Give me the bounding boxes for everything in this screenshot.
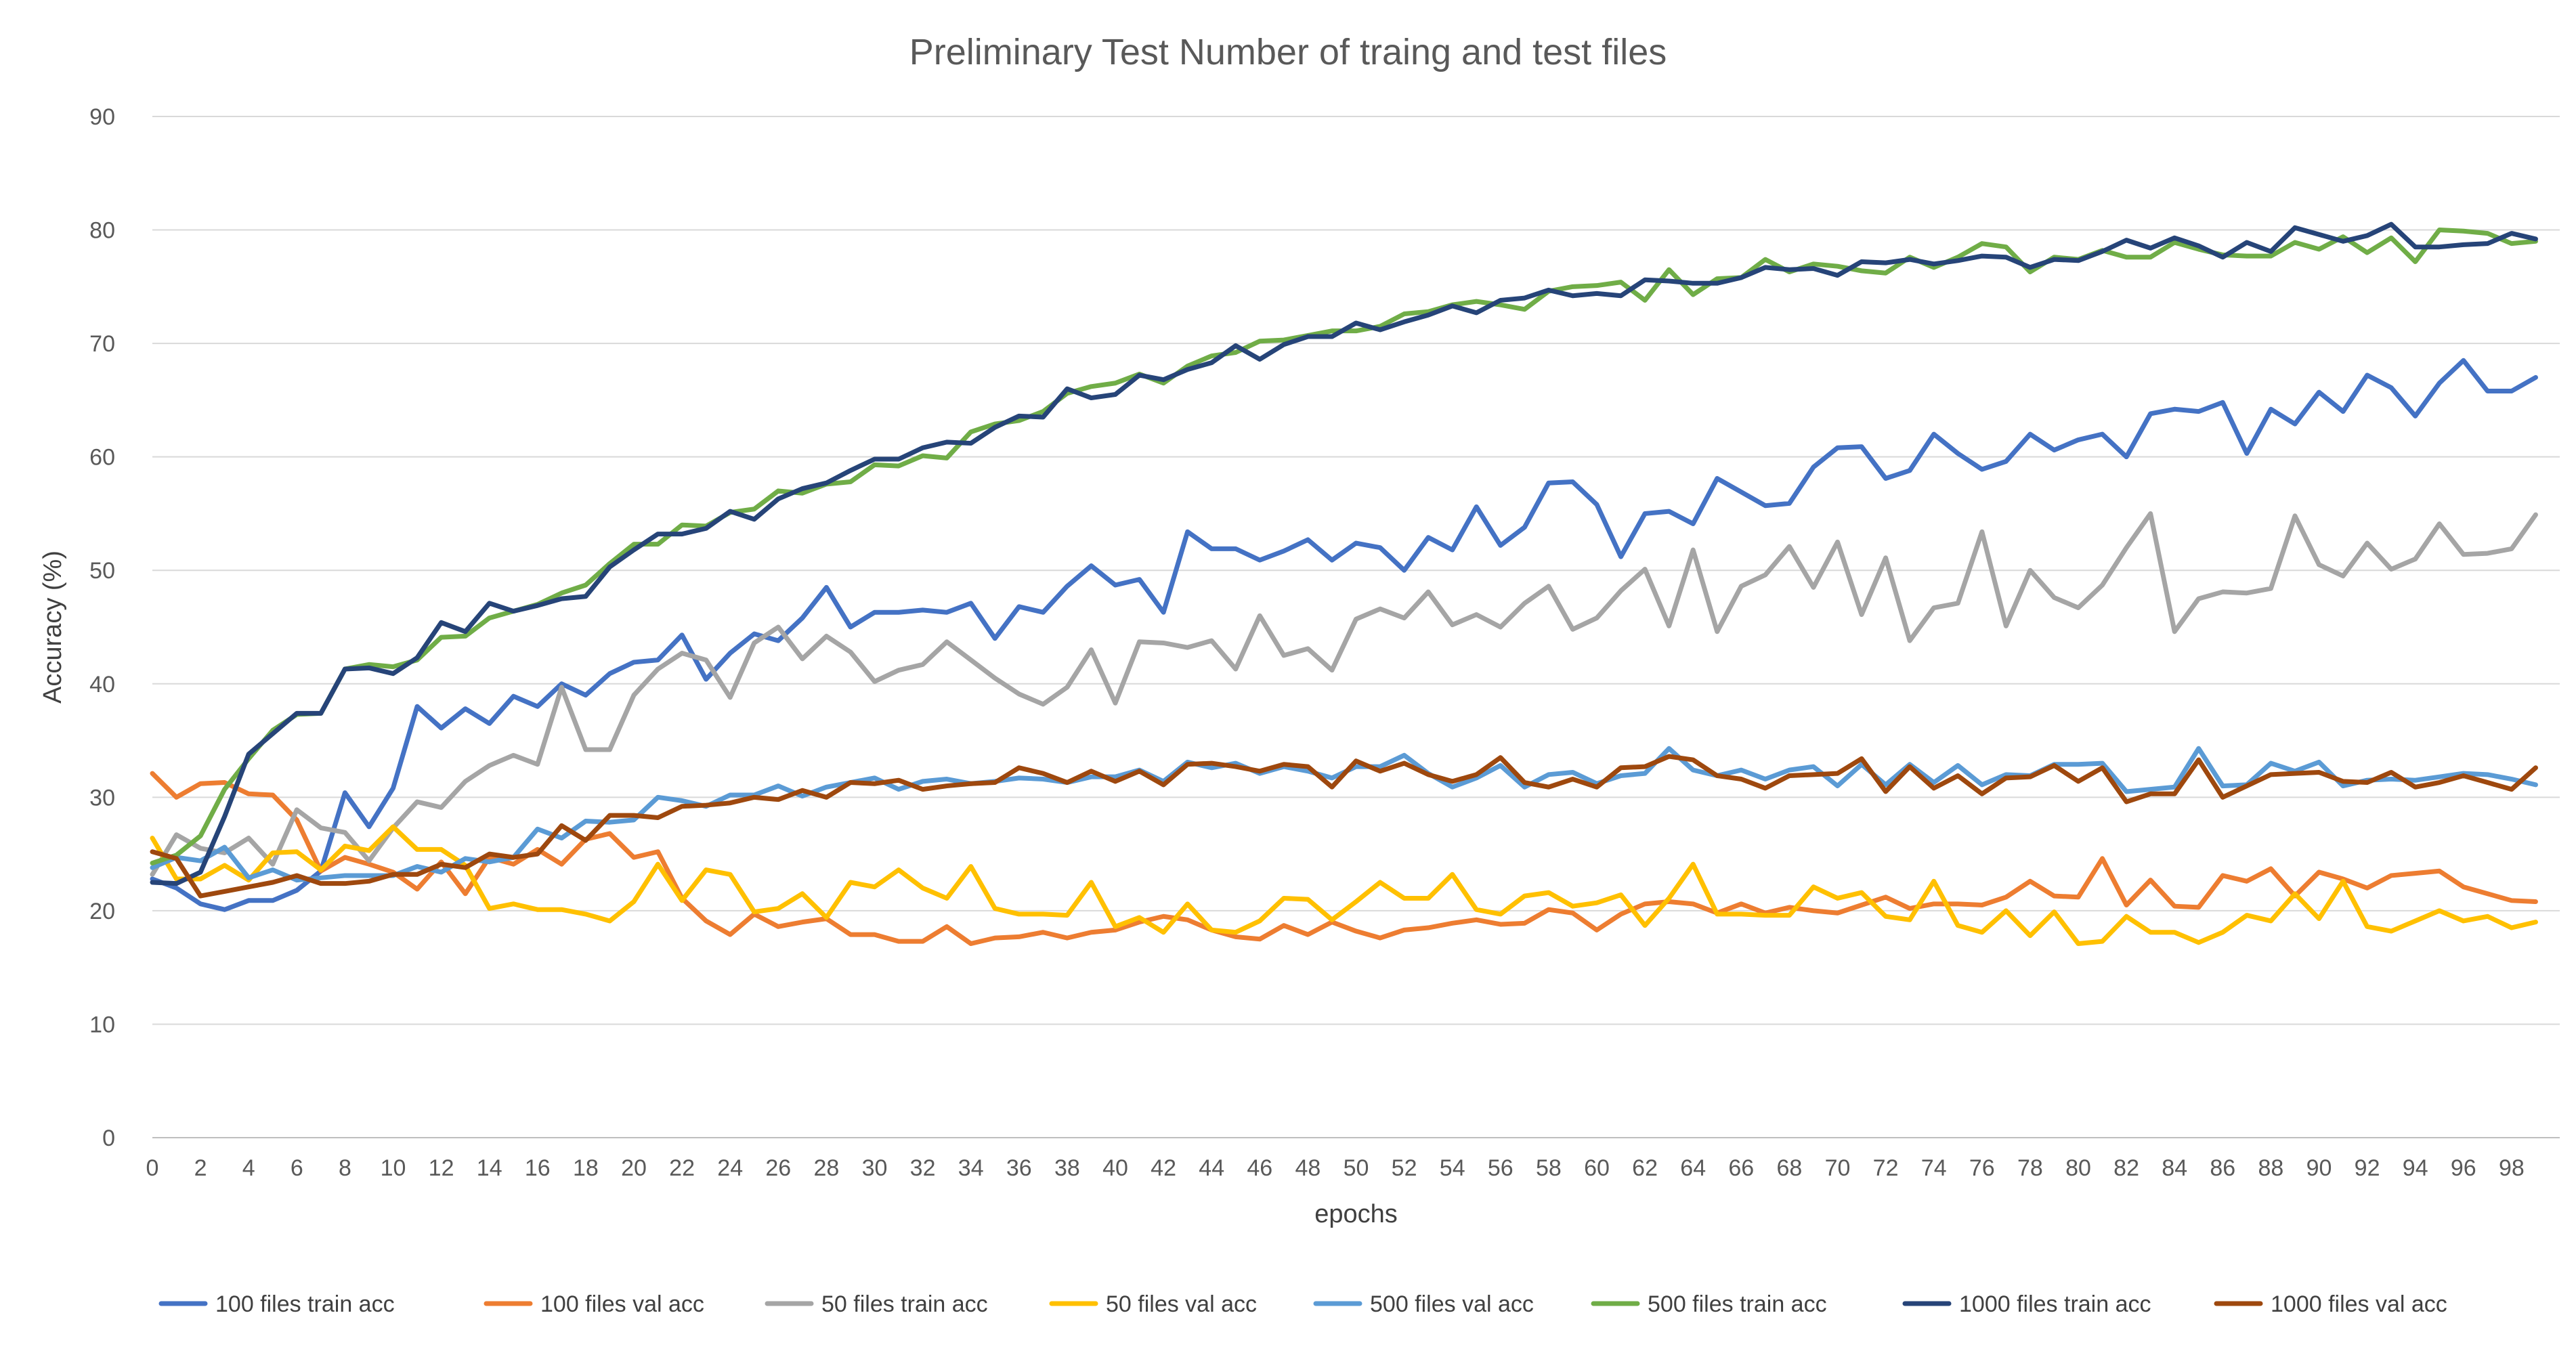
x-tick-label: 0 <box>146 1155 159 1181</box>
x-tick-label: 28 <box>813 1155 839 1181</box>
legend-label-7: 1000 files val acc <box>2271 1291 2447 1317</box>
x-tick-label: 66 <box>1728 1155 1754 1181</box>
x-tick-label: 96 <box>2451 1155 2476 1181</box>
x-tick-label: 74 <box>1921 1155 1947 1181</box>
x-tick-label: 8 <box>339 1155 351 1181</box>
x-tick-label: 68 <box>1776 1155 1802 1181</box>
x-tick-label: 26 <box>765 1155 791 1181</box>
x-tick-label: 32 <box>910 1155 936 1181</box>
x-tick-label: 76 <box>1969 1155 1995 1181</box>
x-tick-label: 80 <box>2065 1155 2091 1181</box>
x-axis-ticks: 0 2 4 6 8 10 12 14 16 18 20 22 24 26 28 30 32 34 36 38 40 42 4… <box>146 1155 2525 1181</box>
x-tick-label: 4 <box>242 1155 255 1181</box>
x-tick-label: 18 <box>573 1155 599 1181</box>
x-tick-label: 72 <box>1873 1155 1899 1181</box>
chart-title: Preliminary Test Number of traing and te… <box>909 32 1667 72</box>
x-tick-label: 30 <box>862 1155 888 1181</box>
x-tick-label: 22 <box>669 1155 695 1181</box>
x-tick-label: 38 <box>1054 1155 1080 1181</box>
y-tick-label: 0 <box>102 1125 115 1151</box>
legend-label-4: 500 files val acc <box>1370 1291 1534 1317</box>
series-line-2 <box>150 511 2538 877</box>
y-tick-label: 60 <box>89 445 115 471</box>
x-tick-label: 14 <box>477 1155 502 1181</box>
y-axis-ticks: 0 10 20 30 40 50 60 70 80 90 <box>89 104 115 1151</box>
y-tick-label: 20 <box>89 899 115 924</box>
x-tick-label: 50 <box>1344 1155 1369 1181</box>
legend-label-5: 500 files train acc <box>1648 1291 1827 1317</box>
x-tick-label: 44 <box>1199 1155 1224 1181</box>
series-lines <box>150 221 2538 946</box>
series-line-0 <box>150 358 2538 912</box>
x-tick-label: 84 <box>2162 1155 2187 1181</box>
x-tick-label: 24 <box>717 1155 743 1181</box>
x-tick-label: 2 <box>194 1155 207 1181</box>
x-tick-label: 60 <box>1584 1155 1610 1181</box>
series-line-6 <box>150 221 2538 886</box>
x-tick-label: 48 <box>1295 1155 1321 1181</box>
y-tick-label: 10 <box>89 1012 115 1037</box>
x-tick-label: 88 <box>2258 1155 2283 1181</box>
x-tick-label: 98 <box>2499 1155 2525 1181</box>
x-tick-label: 42 <box>1151 1155 1176 1181</box>
y-tick-label: 70 <box>89 331 115 357</box>
legend-label-2: 50 files train acc <box>821 1291 988 1317</box>
legend-label-6: 1000 files train acc <box>1959 1291 2151 1317</box>
x-tick-label: 52 <box>1392 1155 1417 1181</box>
y-tick-label: 30 <box>89 785 115 811</box>
series-line-3 <box>150 824 2538 946</box>
x-tick-label: 36 <box>1006 1155 1032 1181</box>
y-tick-label: 40 <box>89 672 115 697</box>
y-axis-title: Accuracy (%) <box>39 551 67 704</box>
x-tick-label: 58 <box>1536 1155 1562 1181</box>
x-tick-label: 64 <box>1680 1155 1706 1181</box>
x-tick-label: 20 <box>621 1155 647 1181</box>
series-line-1 <box>150 771 2538 946</box>
x-axis-title: epochs <box>1314 1200 1398 1228</box>
x-tick-label: 54 <box>1440 1155 1465 1181</box>
x-tick-label: 6 <box>291 1155 303 1181</box>
x-tick-label: 94 <box>2403 1155 2428 1181</box>
x-tick-label: 70 <box>1825 1155 1851 1181</box>
x-tick-label: 34 <box>958 1155 984 1181</box>
x-tick-label: 46 <box>1247 1155 1272 1181</box>
series-line-7 <box>150 754 2538 899</box>
x-tick-label: 78 <box>2017 1155 2043 1181</box>
x-tick-label: 86 <box>2210 1155 2235 1181</box>
y-tick-label: 90 <box>89 104 115 130</box>
legend-label-0: 100 files train acc <box>215 1291 395 1317</box>
x-tick-label: 10 <box>381 1155 406 1181</box>
x-tick-label: 92 <box>2355 1155 2380 1181</box>
y-tick-label: 50 <box>89 558 115 584</box>
x-tick-label: 40 <box>1102 1155 1128 1181</box>
y-tick-label: 80 <box>89 218 115 244</box>
legend: 100 files train acc 100 files val acc 50 f… <box>158 1291 2447 1317</box>
x-tick-label: 90 <box>2306 1155 2332 1181</box>
x-tick-label: 16 <box>525 1155 551 1181</box>
x-tick-label: 12 <box>429 1155 454 1181</box>
x-tick-label: 82 <box>2113 1155 2139 1181</box>
x-tick-label: 62 <box>1632 1155 1658 1181</box>
x-tick-label: 56 <box>1488 1155 1514 1181</box>
legend-label-1: 100 files val acc <box>540 1291 704 1317</box>
legend-label-3: 50 files val acc <box>1106 1291 1257 1317</box>
